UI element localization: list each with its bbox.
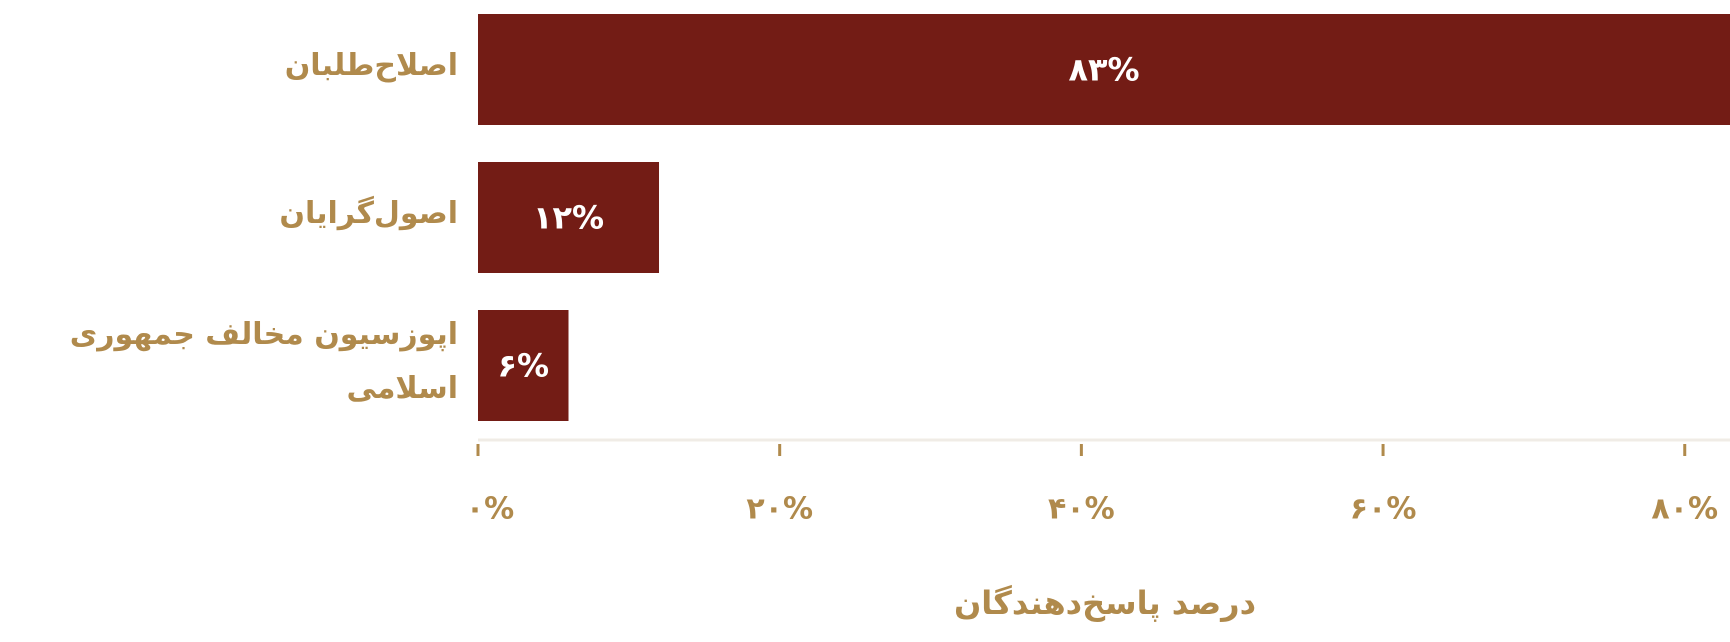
category-label: اصلاح‌طلبان: [284, 47, 458, 83]
category-label: اصول‌گرایان: [279, 195, 458, 231]
data-label: ۸۳%: [1068, 51, 1139, 89]
x-tick-label: ۸۰%: [1651, 492, 1718, 527]
x-axis-title: درصد پاسخ‌دهندگان: [954, 584, 1256, 622]
x-tick-label: ۲۰%: [746, 492, 813, 527]
data-label: ۱۲%: [533, 199, 604, 237]
x-tick-label: ۰%: [466, 492, 514, 527]
bar: [478, 310, 569, 421]
category-label: اپوزسیون مخالف جمهوری اسلامی: [69, 316, 458, 406]
data-label: ۶%: [497, 347, 549, 385]
bar: [478, 162, 660, 273]
x-tick-label: ۶۰%: [1350, 492, 1417, 527]
x-tick-label: ۴۰%: [1048, 492, 1115, 527]
bar: [478, 14, 1730, 125]
